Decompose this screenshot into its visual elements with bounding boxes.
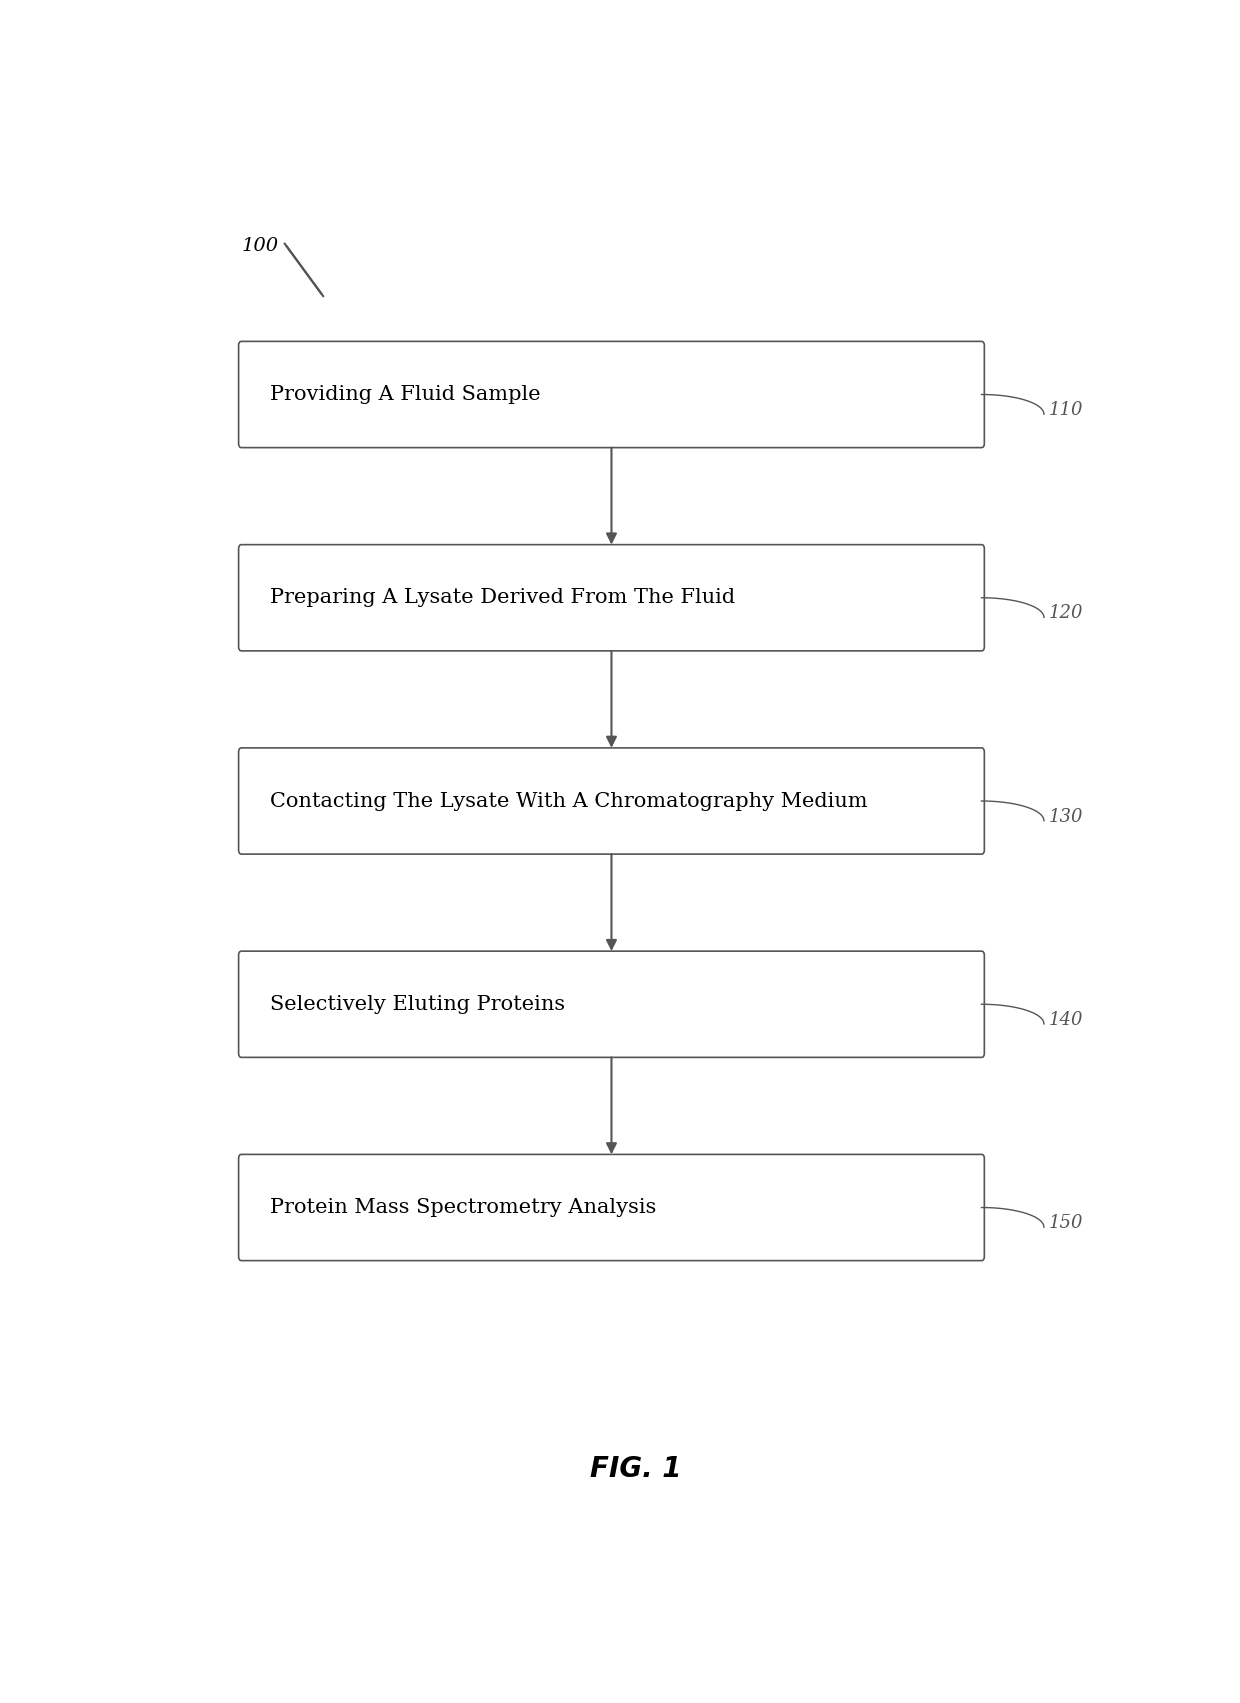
Text: Protein Mass Spectrometry Analysis: Protein Mass Spectrometry Analysis <box>270 1197 657 1218</box>
Text: 130: 130 <box>1049 807 1084 826</box>
Text: Preparing A Lysate Derived From The Fluid: Preparing A Lysate Derived From The Flui… <box>270 588 735 608</box>
FancyBboxPatch shape <box>238 545 985 651</box>
Text: FIG. 1: FIG. 1 <box>590 1454 681 1483</box>
FancyBboxPatch shape <box>238 952 985 1058</box>
Text: 100: 100 <box>242 237 279 255</box>
Text: 140: 140 <box>1049 1012 1084 1029</box>
Text: Selectively Eluting Proteins: Selectively Eluting Proteins <box>270 995 565 1013</box>
FancyBboxPatch shape <box>238 748 985 855</box>
Text: Providing A Fluid Sample: Providing A Fluid Sample <box>270 385 541 404</box>
Text: Contacting The Lysate With A Chromatography Medium: Contacting The Lysate With A Chromatogra… <box>270 792 868 811</box>
FancyBboxPatch shape <box>238 341 985 448</box>
Text: 150: 150 <box>1049 1214 1084 1233</box>
FancyBboxPatch shape <box>238 1155 985 1260</box>
Text: 120: 120 <box>1049 605 1084 623</box>
Text: 110: 110 <box>1049 402 1084 419</box>
